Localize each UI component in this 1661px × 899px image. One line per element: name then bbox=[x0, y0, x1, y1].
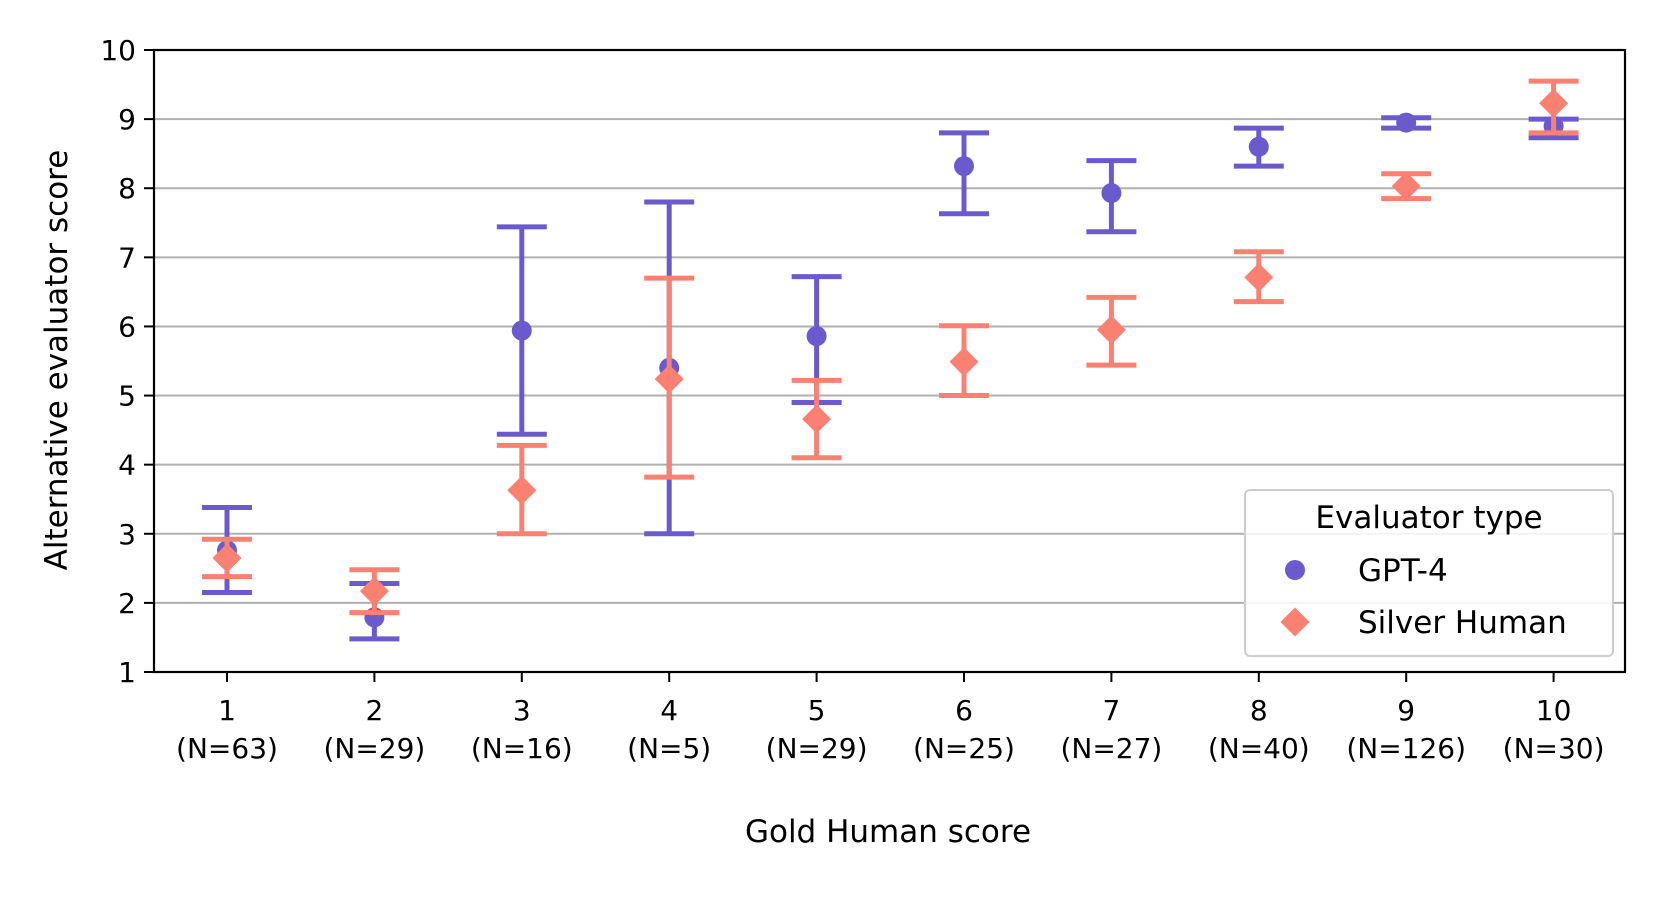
x-tick-label: 6 bbox=[955, 694, 973, 727]
data-point bbox=[511, 320, 532, 341]
x-tick-label: 4 bbox=[660, 694, 678, 727]
y-tick-label: 9 bbox=[118, 103, 136, 136]
plot-frame bbox=[152, 48, 1627, 674]
y-tick-label: 4 bbox=[118, 449, 136, 482]
data-point bbox=[507, 475, 537, 505]
x-tick-count-label: (N=5) bbox=[627, 732, 711, 765]
legend-label: Silver Human bbox=[1358, 605, 1567, 641]
y-tick-label: 2 bbox=[118, 587, 136, 620]
legend-marker bbox=[1285, 560, 1305, 580]
series-silver-human bbox=[202, 78, 1579, 616]
x-tick-label: 1 bbox=[218, 694, 236, 727]
data-point bbox=[1539, 88, 1569, 118]
y-tick-label: 10 bbox=[100, 34, 136, 67]
x-tick-count-label: (N=27) bbox=[1060, 732, 1162, 765]
x-tick-label: 10 bbox=[1536, 694, 1572, 727]
data-point bbox=[1096, 315, 1126, 345]
data-point bbox=[654, 364, 684, 394]
data-point bbox=[359, 576, 389, 606]
legend: Evaluator type GPT-4 Silver Human bbox=[1244, 489, 1614, 657]
axes-layer: 1 2 3 4 5 6 7 8 9 10 1 (N=63) 2 (N=29) 3 (N=16) 4 (N=5) 5 (… bbox=[100, 34, 1627, 765]
y-tick-label: 5 bbox=[118, 380, 136, 413]
x-tick-label: 2 bbox=[365, 694, 383, 727]
data-point bbox=[954, 156, 974, 177]
y-tick-label: 7 bbox=[118, 241, 136, 274]
legend-box bbox=[1244, 489, 1614, 657]
grid-layer bbox=[154, 118, 1625, 604]
x-tick-label: 7 bbox=[1102, 694, 1120, 727]
data-point bbox=[949, 347, 979, 377]
x-tick-count-label: (N=16) bbox=[471, 732, 573, 765]
data-point bbox=[802, 404, 832, 434]
x-axis-title: Gold Human score bbox=[745, 814, 1031, 850]
data-point bbox=[1396, 112, 1417, 133]
legend-marker bbox=[1280, 607, 1310, 637]
data-point bbox=[212, 543, 242, 573]
legend-title: Evaluator type bbox=[1315, 500, 1542, 536]
legend-label: GPT-4 bbox=[1358, 553, 1448, 589]
y-tick-label: 6 bbox=[118, 310, 136, 343]
y-tick-label: 1 bbox=[118, 656, 136, 689]
y-axis-title: Alternative evaluator score bbox=[39, 150, 75, 571]
y-tick-label: 3 bbox=[118, 518, 136, 551]
data-layer bbox=[202, 78, 1579, 642]
x-tick-label: 8 bbox=[1250, 694, 1268, 727]
data-point bbox=[1101, 183, 1122, 204]
x-tick-count-label: (N=126) bbox=[1346, 732, 1466, 765]
x-tick-label: 9 bbox=[1397, 694, 1415, 727]
x-tick-count-label: (N=40) bbox=[1208, 732, 1310, 765]
data-point bbox=[806, 326, 827, 347]
x-tick-label: 5 bbox=[808, 694, 826, 727]
x-tick-count-label: (N=29) bbox=[766, 732, 868, 765]
x-tick-count-label: (N=63) bbox=[176, 732, 278, 765]
x-tick-label: 3 bbox=[513, 694, 531, 727]
data-point bbox=[1391, 171, 1421, 201]
y-tick-label: 8 bbox=[118, 172, 136, 205]
data-point bbox=[1244, 262, 1274, 292]
data-point bbox=[1248, 136, 1269, 157]
x-tick-count-label: (N=25) bbox=[913, 732, 1015, 765]
x-tick-count-label: (N=29) bbox=[323, 732, 425, 765]
x-tick-count-label: (N=30) bbox=[1503, 732, 1605, 765]
